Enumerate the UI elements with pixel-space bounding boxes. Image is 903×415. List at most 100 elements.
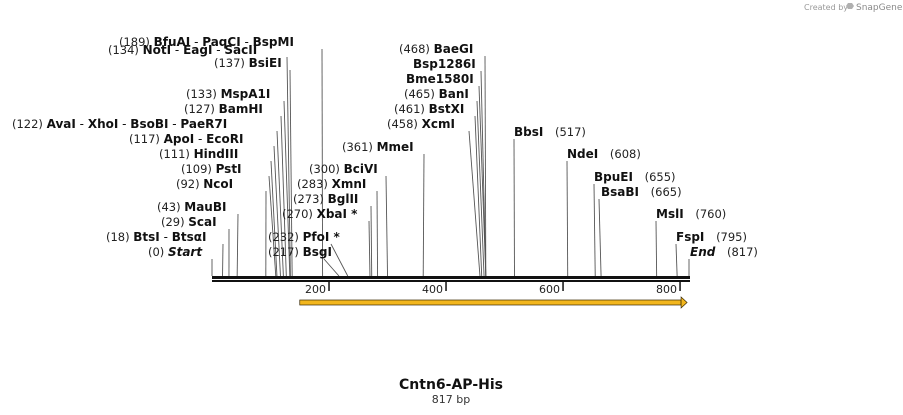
site-position: (134): [108, 43, 143, 57]
leader-noti: [286, 56, 291, 277]
enzyme-name: Bsp1286I: [413, 57, 476, 71]
gap: [715, 245, 719, 259]
site-label-bani: (465) BanI: [404, 87, 469, 101]
site-position: (283): [297, 177, 332, 191]
leader-bglii: [370, 205, 373, 277]
site-label-msli: MslI (760): [656, 207, 726, 221]
leader-bamhi: [280, 115, 287, 277]
leader-mmei: [422, 153, 425, 277]
enzyme-name: BpuEI: [594, 170, 633, 184]
site-label-hindiii: (111) HindIII: [159, 147, 238, 161]
gap: [704, 230, 708, 244]
site-position: (18): [106, 230, 133, 244]
name-separator: -: [171, 43, 183, 57]
gap: [684, 207, 688, 221]
leader-bani: [476, 100, 485, 277]
site-position: (608): [610, 147, 641, 161]
name-separator: -: [168, 117, 180, 131]
site-position: (270): [282, 207, 317, 221]
site-position: (760): [695, 207, 726, 221]
site-label-bcivi: (300) BciVI: [309, 162, 378, 176]
site-label-baegi: (468) BaeGI: [399, 42, 473, 56]
site-position: (232): [268, 230, 303, 244]
feature-arrow-head: [680, 296, 688, 309]
site-label-bsabi: BsaBI (665): [601, 185, 682, 199]
enzyme-name: BsaBI: [601, 185, 639, 199]
leader-xbai: [368, 220, 371, 277]
site-label-ncoi: (92) NcoI: [176, 177, 233, 191]
axis-tick-label-800: 800: [656, 283, 677, 296]
gap: [639, 185, 643, 199]
site-position: (217): [268, 245, 303, 259]
site-position: (92): [176, 177, 203, 191]
enzyme-name: MspA1I: [221, 87, 271, 101]
enzyme-name: Start: [168, 245, 203, 259]
leader-mspa1i: [283, 100, 291, 277]
leader-xmni: [376, 190, 379, 277]
enzyme-name: BsoBI: [130, 117, 168, 131]
sequence-bottom-strand: [212, 280, 690, 282]
enzyme-name: PstI: [216, 162, 242, 176]
enzyme-name: NotI: [143, 43, 172, 57]
enzyme-name: BciVI: [344, 162, 378, 176]
site-position: (127): [184, 102, 219, 116]
site-position: (517): [555, 125, 586, 139]
site-label-start: (0) Start: [148, 245, 203, 259]
leader-bstxi: [474, 115, 483, 277]
site-position: (461): [394, 102, 429, 116]
enzyme-name: BaeGI: [434, 42, 474, 56]
site-label-ndei: NdeI (608): [567, 147, 641, 161]
enzyme-name: HindIII: [194, 147, 239, 161]
enzyme-name: BsgI: [303, 245, 332, 259]
credit-text: Created by: [804, 3, 848, 12]
site-position: (300): [309, 162, 344, 176]
site-position: (458): [387, 117, 422, 131]
leader-bsgi: [323, 258, 340, 277]
leader-lines: [211, 48, 690, 277]
leader-hindiii: [270, 160, 278, 277]
enzyme-name: PaqCI: [202, 35, 240, 49]
enzyme-name: PaeR7I: [180, 117, 227, 131]
enzyme-name: BbsI: [514, 125, 543, 139]
site-position: (137): [214, 56, 249, 70]
enzyme-name: Bme1580I: [406, 72, 474, 86]
site-label-mspa1i: (133) MspA1I: [186, 87, 270, 101]
leader-xcmi: [468, 130, 481, 277]
enzyme-name: EcoRI: [206, 132, 243, 146]
site-position: (665): [651, 185, 682, 199]
enzyme-name: BspMI: [253, 35, 294, 49]
leader-maubi: [236, 213, 239, 277]
site-position: (468): [399, 42, 434, 56]
enzyme-name: FspI: [676, 230, 704, 244]
enzyme-name: NdeI: [567, 147, 598, 161]
enzyme-name: BsiEI: [249, 56, 282, 70]
map-title: Cntn6-AP-His: [399, 377, 503, 393]
enzyme-name: AvaI: [47, 117, 76, 131]
enzyme-name: BtsαI: [172, 230, 207, 244]
enzyme-name: SacII: [224, 43, 257, 57]
site-labels: (189) BfuAI - PaqCI - BspMI(137) BsiEI(1…: [12, 35, 758, 259]
name-separator: -: [160, 230, 172, 244]
site-position: (273): [293, 192, 328, 206]
site-position: (109): [181, 162, 216, 176]
enzyme-name: BanI: [439, 87, 469, 101]
leader-bsiei: [289, 69, 293, 277]
site-label-scai: (29) ScaI: [161, 215, 217, 229]
leader-bsabi: [598, 198, 602, 277]
enzyme-name: BglII: [328, 192, 359, 206]
axis-tick-label-400: 400: [422, 283, 443, 296]
site-position: (189): [119, 35, 154, 49]
enzyme-name: XbaI *: [317, 207, 359, 221]
gap: [543, 125, 547, 139]
site-label-bamhi: (127) BamHI: [184, 102, 263, 116]
enzyme-name: XcmI: [422, 117, 455, 131]
site-position: (361): [342, 140, 377, 154]
site-label-xmni: (283) XmnI: [297, 177, 366, 191]
site-label-bsgi: (217) BsgI: [268, 245, 332, 259]
axis-ticks: 200 400 600 800: [305, 282, 681, 296]
site-label-xbai: (270) XbaI *: [282, 207, 358, 221]
feature-arrow: [299, 296, 688, 309]
enzyme-name: ScaI: [188, 215, 216, 229]
leader-bcivi: [385, 175, 388, 277]
